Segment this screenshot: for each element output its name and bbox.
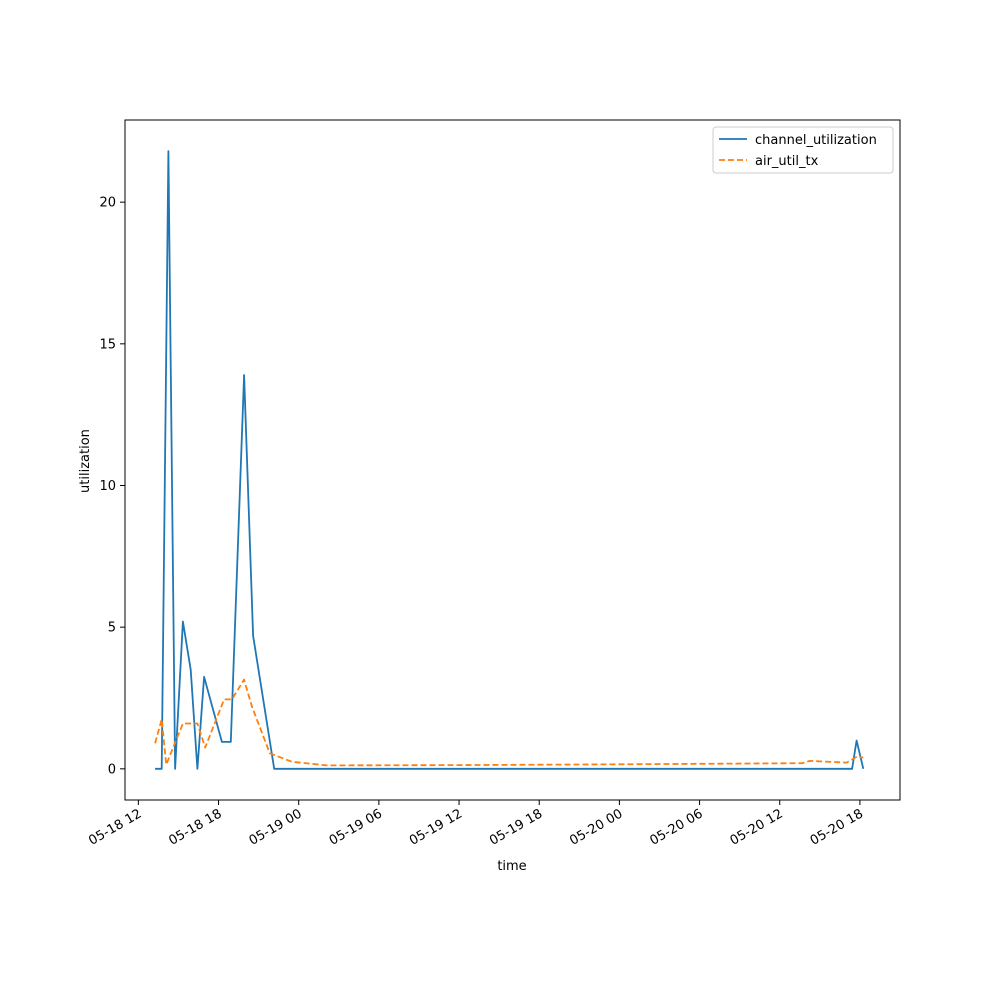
legend-label-air-util-tx: air_util_tx: [755, 154, 819, 169]
series-line-air-util-tx: [154, 678, 864, 767]
series-line-channel-utilization: [155, 150, 865, 770]
legend: channel_utilization air_util_tx: [712, 126, 894, 174]
plot-frame: [124, 119, 901, 801]
legend-label-channel-utilization: channel_utilization: [755, 133, 877, 148]
y-axis: 0 5 10 15 20: [99, 196, 125, 777]
series-layer: [154, 150, 865, 770]
x-axis-label: time: [497, 859, 526, 874]
legend-frame: [712, 126, 894, 174]
y-tick-label: 15: [99, 337, 116, 352]
y-axis-label: utilization: [78, 429, 93, 493]
y-tick-label: 20: [99, 196, 116, 211]
y-tick-label: 10: [99, 479, 116, 494]
y-tick-label: 5: [108, 621, 116, 636]
y-tick-label: 0: [108, 762, 116, 777]
